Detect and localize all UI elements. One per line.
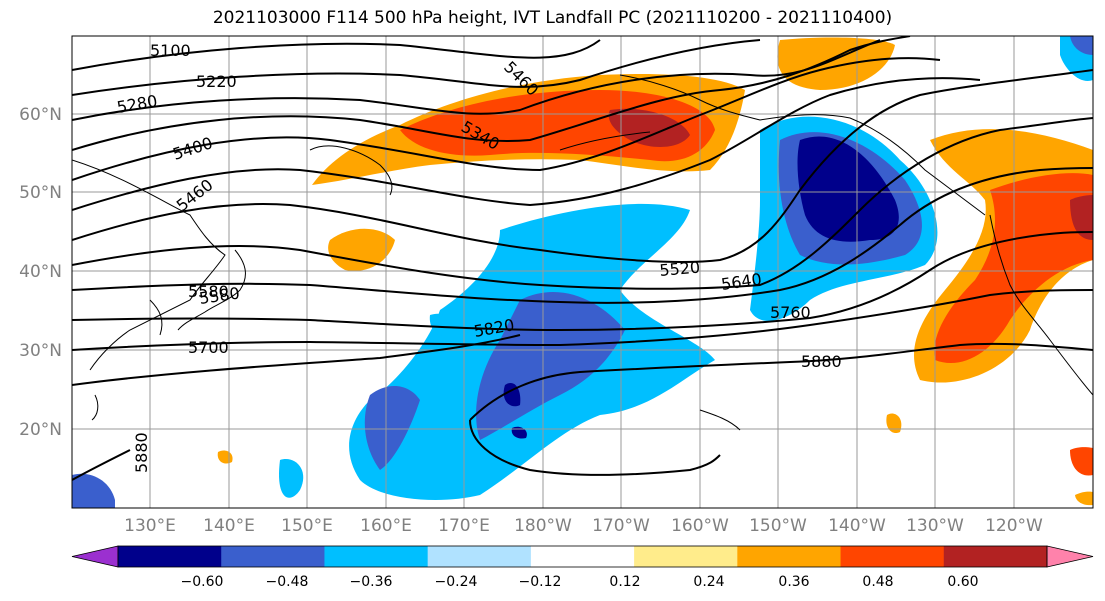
height-contours [72,36,1093,481]
coast-westus [989,214,1093,396]
lat-label: 40°N [19,262,62,282]
colorbar-tick-label: −0.12 [519,574,562,590]
colorbar-tick-label: −0.60 [181,574,224,590]
colorbar-tick-label: 0.12 [609,574,640,590]
lon-label: 180°W [514,516,572,536]
lat-label: 50°N [19,183,62,203]
coast-aleutians [559,131,651,151]
lon-label: 160°E [360,516,412,536]
map-frame [71,35,1094,509]
lon-label: 150°W [749,516,807,536]
coast-kamchatka [309,145,393,196]
lon-label: 130°W [906,516,964,536]
colorbar-segment [221,546,325,567]
colorbar-tick-label: −0.36 [350,574,393,590]
contour-label: 5520 [659,258,701,280]
lat-label: 60°N [19,105,62,125]
lon-label: 140°W [828,516,886,536]
lon-label: 150°E [281,516,333,536]
colorbar-tick-label: −0.24 [435,574,478,590]
colorbar-extend-max [1046,545,1094,568]
colorbar-segment [737,546,842,567]
coast-japan [177,249,246,331]
contour-label: 5100 [150,41,191,60]
contour-5880-sw [72,449,131,481]
colorbar-segments [71,545,1094,568]
colorbar-outline [117,545,1048,568]
contour-5580 [72,117,1093,290]
colorbar-segment [118,546,222,567]
contour-5640 [72,167,1093,304]
coast-taiwan [91,394,99,421]
ivt-region-blue-corner [72,473,115,508]
ivt-region-blue-ne-dark [1070,36,1093,55]
coast-korea [149,299,163,336]
colorbar-tick-label: 0.24 [693,574,724,590]
contour-5880 [469,342,1093,421]
colorbar: −0.60 −0.48 −0.36 −0.24 −0.12 0.12 0.24 … [71,545,1094,590]
colorbar-tick-label: 0.36 [778,574,809,590]
lon-labels: 130°E 140°E 150°E 160°E 170°E 180°W 170°… [124,516,1043,536]
lat-label: 30°N [19,341,62,361]
lon-label: 160°W [671,516,729,536]
colorbar-segment [634,546,738,567]
lon-label: 170°W [592,516,650,536]
ivt-region-pink-se [1075,491,1093,506]
contour-5820 [72,334,521,386]
colorbar-tick-labels: −0.60 −0.48 −0.36 −0.24 −0.12 0.12 0.24 … [181,574,979,590]
map-layers: 5100 5220 5280 5400 5460 5340 5460 5520 … [72,36,1093,508]
ivt-region-orange-se [1070,447,1093,476]
coast-alaska [619,74,986,216]
ivt-region-dark-central-2 [511,426,527,439]
lon-label: 170°E [438,516,490,536]
contour-5760 [72,289,1093,351]
contour-5460 [72,77,981,211]
contour-label: 5880 [801,352,842,371]
contour-label: 5580 [188,282,229,301]
contour-5340 [72,36,911,151]
lon-label: 140°E [203,516,255,536]
coast-asia [72,159,226,371]
lat-labels: 60°N 50°N 40°N 30°N 20°N [19,105,62,440]
contour-5700 [72,231,1093,332]
ivt-region-blue-small [429,313,452,337]
ivt-region-blue-sw [279,459,304,498]
ivt-region-orange-topcenter [777,37,895,90]
coastlines [72,74,1093,431]
colorbar-tick-label: −0.48 [266,574,309,590]
map-gridlines [72,36,1093,508]
contour-5280 [72,39,881,121]
contour-5400 [72,57,941,181]
ivt-region-blue-west [364,385,420,470]
contour-5220 [72,39,761,96]
colorbar-extend-min [71,545,119,568]
colorbar-segment [427,546,532,567]
lon-label: 130°E [124,516,176,536]
contour-label: 5700 [188,338,229,357]
contour-5520 [72,69,1093,263]
colorbar-segment [840,546,945,567]
contour-label: 5220 [196,72,237,91]
colorbar-tick-label: 0.60 [947,574,978,590]
contour-label: 5760 [770,303,811,322]
ivt-region-orange-small [328,228,395,271]
ivt-region-darkred-north [608,108,690,147]
colorbar-tick-label: 0.48 [862,574,893,590]
lon-label: 120°W [985,516,1043,536]
lat-label: 20°N [19,420,62,440]
contour-5880-loop [469,419,721,476]
ivt-region-orange-spot2 [886,413,902,434]
chart-title: 2021103000 F114 500 hPa height, IVT Land… [212,8,893,28]
contour-label: 5880 [132,432,151,473]
contour-5100 [72,39,601,71]
colorbar-segment [530,546,635,567]
colorbar-segment [943,546,1048,567]
coast-hawaii [699,409,741,431]
ivt-region-darkred-east [1070,195,1093,240]
colorbar-segment [324,546,429,567]
